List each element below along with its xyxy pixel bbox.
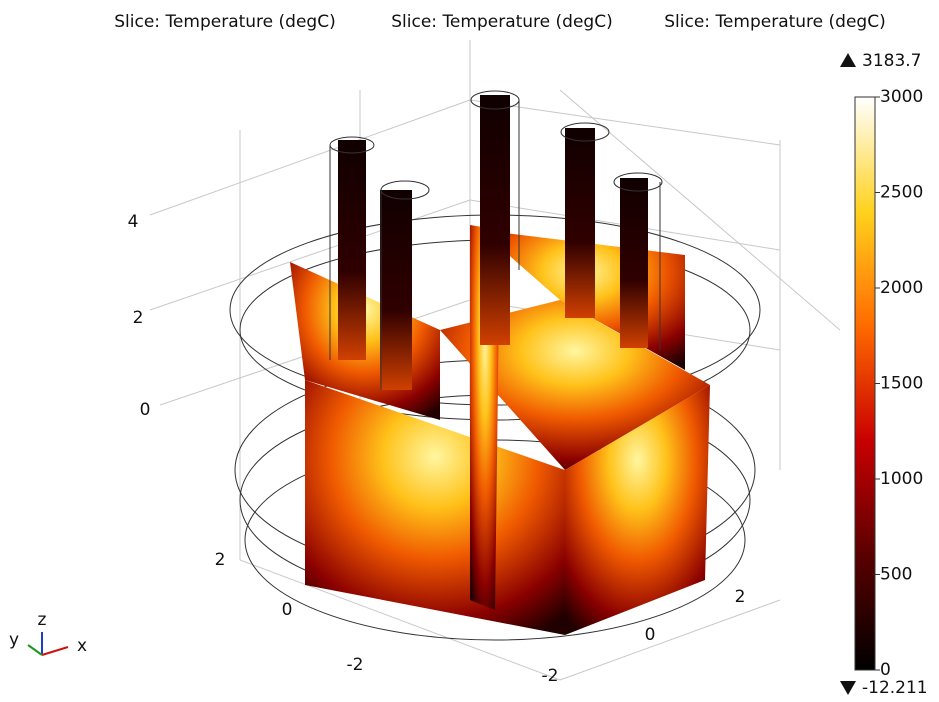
max-label: 3183.7 [862,51,921,71]
x-tick-label: -2 [542,666,559,686]
x-tick-label: 2 [735,587,746,607]
colorbar-tick-label: 3000 [880,87,923,107]
z-tick-label: 0 [140,400,151,420]
plot-title: Slice: Temperature (degC) [391,12,612,32]
y-tick-label: -2 [347,655,364,675]
min-marker [840,681,856,695]
chart: Slice: Temperature (degC) Slice: Tempera… [0,0,939,702]
colorbar-tick-label: 500 [880,565,912,585]
max-marker [840,53,856,67]
y-tick-label: 0 [282,600,293,620]
triad-label: z [38,610,47,630]
titles: Slice: Temperature (degC) Slice: Tempera… [114,12,885,32]
min-label: -12.211 [862,678,928,698]
plot-title: Slice: Temperature (degC) [114,12,335,32]
plot-title: Slice: Temperature (degC) [664,12,885,32]
z-tick-label: 4 [128,212,139,232]
colorbar-tick-label: 1000 [880,469,923,489]
colorbar-tick-label: 1500 [880,374,923,394]
z-tick-label: 2 [133,308,144,328]
colorbar-tick-label: 0 [880,660,891,680]
triad-label: y [9,630,19,650]
triad-label: x [77,636,87,656]
colorbar [855,97,875,670]
x-tick-label: 0 [645,625,656,645]
slices [290,95,710,635]
colorbar-tick-label: 2000 [880,278,923,298]
y-tick-label: 2 [215,550,226,570]
colorbar-tick-label: 2500 [880,183,923,203]
axis-triad: z y x [9,610,87,656]
